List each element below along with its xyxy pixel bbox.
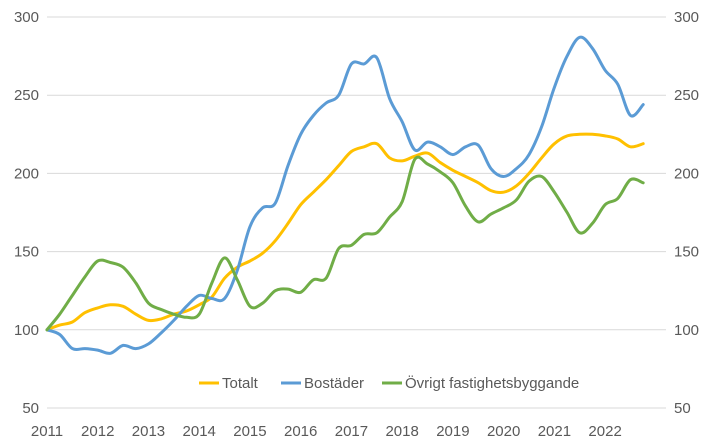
y-tick-right-150: 150 <box>674 244 699 261</box>
x-tick-2016: 2016 <box>284 423 317 440</box>
series-line-1 <box>45 35 645 355</box>
x-tick-2018: 2018 <box>385 423 418 440</box>
axis-labels: 50 100 150 200 250 300 50 100 150 200 250 300 2011 20… <box>14 9 699 440</box>
x-tick-2020: 2020 <box>487 423 520 440</box>
x-tick-2017: 2017 <box>335 423 368 440</box>
y-tick-right-50: 50 <box>674 400 691 417</box>
y-tick-left-250: 250 <box>14 87 39 104</box>
x-tick-2012: 2012 <box>81 423 114 440</box>
series-layer <box>45 35 645 355</box>
y-tick-right-300: 300 <box>674 9 699 26</box>
x-tick-2015: 2015 <box>233 423 266 440</box>
legend: Totalt Bostäder Övrigt fastighetsbyggande <box>199 374 579 392</box>
x-tick-2011: 2011 <box>31 423 63 440</box>
legend-label-1: Bostäder <box>304 375 364 392</box>
x-tick-2014: 2014 <box>183 423 216 440</box>
y-tick-left-100: 100 <box>14 322 39 339</box>
x-tick-2019: 2019 <box>436 423 469 440</box>
x-tick-2022: 2022 <box>588 423 621 440</box>
y-tick-right-100: 100 <box>674 322 699 339</box>
y-tick-left-300: 300 <box>14 9 39 26</box>
x-tick-2013: 2013 <box>132 423 165 440</box>
x-tick-2021: 2021 <box>538 423 571 440</box>
y-tick-left-150: 150 <box>14 244 39 261</box>
y-tick-left-200: 200 <box>14 165 39 182</box>
y-tick-left-50: 50 <box>22 400 39 417</box>
y-tick-right-200: 200 <box>674 165 699 182</box>
legend-label-0: Totalt <box>222 375 259 392</box>
gridlines <box>47 16 666 409</box>
series-line-2 <box>45 155 645 332</box>
y-tick-right-250: 250 <box>674 87 699 104</box>
series-line-0 <box>45 132 645 332</box>
legend-label-2: Övrigt fastighetsbyggande <box>405 374 579 392</box>
